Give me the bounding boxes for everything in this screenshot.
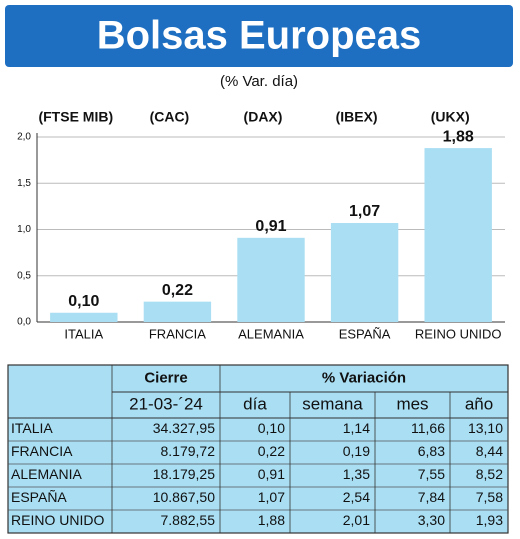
table-cell: 10.867,50 [153, 489, 215, 505]
chart-title: Bolsas Europeas [97, 14, 422, 58]
title-banner [5, 5, 513, 67]
bar [50, 312, 118, 322]
y-tick-label: 2,0 [17, 132, 31, 143]
table-column-header: año [465, 394, 493, 413]
table-cell: 8,44 [476, 443, 503, 459]
table-cell: 11,66 [411, 420, 445, 436]
table-cell: 13,10 [468, 420, 503, 436]
bar [330, 223, 399, 322]
table-cell: 3,30 [418, 512, 445, 528]
table-cell: 8.179,72 [161, 443, 216, 459]
index-label: (DAX) [244, 109, 283, 125]
bar [424, 148, 492, 322]
table-cell: 7,58 [476, 489, 503, 505]
table-column-header: mes [396, 394, 428, 413]
table-header: Cierre [144, 369, 187, 386]
table-cell: 0,22 [258, 443, 285, 459]
table-cell: 1,93 [476, 512, 503, 528]
y-tick-label: 0,5 [17, 270, 31, 281]
table-date: 21-03-´24 [129, 394, 203, 413]
x-tick-label: ESPAÑA [339, 326, 391, 341]
table-cell: 1,35 [343, 466, 370, 482]
table-column-header: día [243, 394, 267, 413]
table-row-label: REINO UNIDO [11, 512, 104, 528]
table-cell: 1,88 [258, 512, 285, 528]
x-tick-label: ALEMANIA [238, 326, 304, 341]
index-label: (UKX) [431, 109, 470, 125]
x-tick-label: REINO UNIDO [415, 326, 502, 341]
table-cell: 2,54 [343, 489, 370, 505]
index-label: (CAC) [150, 109, 190, 125]
table-column-header: semana [302, 394, 363, 413]
x-tick-label: FRANCIA [149, 326, 206, 341]
bar [143, 301, 212, 322]
table-background [7, 364, 509, 534]
table-row-label: ESPAÑA [11, 489, 67, 505]
value-label: 0,10 [68, 293, 99, 310]
table-cell: 7,84 [418, 489, 445, 505]
table-cell: 1,07 [258, 489, 285, 505]
bar [237, 237, 305, 322]
table-cell: 7,55 [418, 466, 445, 482]
table-row-label: ITALIA [11, 420, 53, 436]
value-label: 1,07 [349, 203, 380, 220]
table-cell: 1,14 [343, 420, 370, 436]
table-header: % Variación [322, 369, 406, 386]
value-label: 0,22 [162, 282, 193, 299]
table-cell: 18.179,25 [153, 466, 215, 482]
table-cell: 34.327,95 [153, 420, 215, 436]
index-label: (IBEX) [336, 109, 378, 125]
table-cell: 7.882,55 [161, 512, 216, 528]
x-tick-label: ITALIA [64, 326, 103, 341]
table-cell: 8,52 [476, 466, 503, 482]
table-row-label: FRANCIA [11, 443, 73, 459]
table-cell: 0,10 [258, 420, 285, 436]
table-cell: 0,19 [343, 443, 370, 459]
value-label: 0,91 [255, 218, 286, 235]
index-label: (FTSE MIB) [38, 109, 113, 125]
table-cell: 0,91 [258, 466, 285, 482]
value-label: 1,88 [443, 128, 474, 145]
y-tick-label: 0,0 [17, 317, 31, 328]
table-row-label: ALEMANIA [11, 466, 82, 482]
y-tick-label: 1,5 [17, 178, 31, 189]
table-cell: 6,83 [418, 443, 445, 459]
table-cell: 2,01 [343, 512, 370, 528]
chart-subtitle: (% Var. día) [220, 73, 298, 90]
y-tick-label: 1,0 [17, 224, 31, 235]
